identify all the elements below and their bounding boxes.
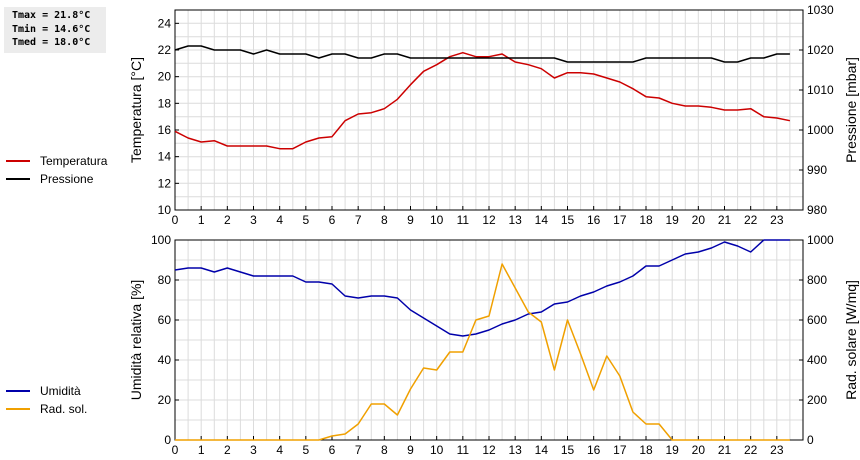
panel2-xtick-label: 5 xyxy=(302,443,309,457)
panel2-ytick-label: 40 xyxy=(158,353,172,367)
legend-label-rad-sol: Rad. sol. xyxy=(40,402,88,416)
panel2-xtick-label: 23 xyxy=(770,443,784,457)
panel2-xtick-label: 22 xyxy=(744,443,758,457)
panel2-xtick-label: 14 xyxy=(535,443,549,457)
panel1-series-temperatura xyxy=(174,51,791,150)
panel2-xtick-label: 8 xyxy=(381,443,388,457)
panel1-y2tick-label: 1020 xyxy=(807,43,834,57)
panel1-xtick-label: 15 xyxy=(561,213,575,227)
tmin-text: Tmin = 14.6°C xyxy=(12,23,91,35)
panel1-xtick-label: 3 xyxy=(250,213,257,227)
panel1-y2tick-label: 990 xyxy=(807,163,827,177)
panel1-xtick-label: 8 xyxy=(381,213,388,227)
panel1-ytick-label: 22 xyxy=(158,43,172,57)
panel1-y2label: Pressione [mbar] xyxy=(843,57,859,163)
legend-label-umidita: Umidità xyxy=(40,384,81,398)
panel2-xtick-label: 6 xyxy=(329,443,336,457)
panel2-xtick-label: 3 xyxy=(250,443,257,457)
panel2-xtick-label: 11 xyxy=(457,443,470,457)
panel2-ytick-label: 20 xyxy=(158,393,172,407)
panel1-xtick-label: 17 xyxy=(613,213,627,227)
panel2-series-rad-sol- xyxy=(175,263,790,441)
panel1-ytick-label: 10 xyxy=(158,203,172,217)
panel1-y2tick-label: 1030 xyxy=(807,3,834,17)
legend-swatch-pressione xyxy=(6,178,30,180)
panel1-xtick-label: 16 xyxy=(587,213,601,227)
panel1-ytick-label: 20 xyxy=(158,70,172,84)
panel1-y2tick-label: 980 xyxy=(807,203,827,217)
panel2-xtick-label: 7 xyxy=(355,443,362,457)
panel2-xtick-label: 12 xyxy=(482,443,496,457)
panel1-xtick-label: 4 xyxy=(276,213,283,227)
panel1-ytick-label: 16 xyxy=(158,123,172,137)
legend-swatch-temperatura xyxy=(6,160,30,162)
panel2-xtick-label: 10 xyxy=(430,443,444,457)
panel1-xtick-label: 2 xyxy=(224,213,231,227)
panel1-xtick-label: 23 xyxy=(770,213,784,227)
panel1-xtick-label: 0 xyxy=(172,213,179,227)
tmax-text: Tmax = 21.8°C xyxy=(12,10,91,21)
panel2-xtick-label: 2 xyxy=(224,443,231,457)
panel2-ytick-label: 60 xyxy=(158,313,172,327)
legend-pressione: Pressione xyxy=(6,172,93,186)
panel1-xtick-label: 9 xyxy=(407,213,414,227)
panel1-xtick-label: 11 xyxy=(457,213,470,227)
panel2-xtick-label: 4 xyxy=(276,443,283,457)
panel2-y2tick-label: 1000 xyxy=(807,233,834,247)
tmed-text: Tmed = 18.0°C xyxy=(12,37,91,48)
panel1-series-pressione xyxy=(174,45,790,63)
panel2-xtick-label: 17 xyxy=(613,443,627,457)
stats-box: Tmax = 21.8°C Tmin = 14.6°C Tmed = 18.0°… xyxy=(4,7,106,53)
panel2-ytick-label: 100 xyxy=(151,233,171,247)
panel1-xtick-label: 10 xyxy=(430,213,444,227)
panel2-y2tick-label: 200 xyxy=(807,393,827,407)
panel2-xtick-label: 18 xyxy=(639,443,653,457)
panel1-xtick-label: 22 xyxy=(744,213,758,227)
panel2-y2tick-label: 400 xyxy=(807,353,827,367)
legend-label-pressione: Pressione xyxy=(40,172,94,186)
panel1-ytick-label: 12 xyxy=(158,176,172,190)
panel2-y2tick-label: 800 xyxy=(807,273,827,287)
panel1-ytick-label: 14 xyxy=(158,150,172,164)
panel2-y2tick-label: 600 xyxy=(807,313,827,327)
panel1-xtick-label: 13 xyxy=(508,213,522,227)
panel1-xtick-label: 12 xyxy=(482,213,496,227)
panel2-xtick-label: 1 xyxy=(198,443,205,457)
panel1-xtick-label: 5 xyxy=(302,213,309,227)
panel1-xtick-label: 1 xyxy=(198,213,205,227)
panel1-xtick-label: 19 xyxy=(665,213,679,227)
panel2-xtick-label: 21 xyxy=(718,443,732,457)
legend-swatch-umidita xyxy=(6,390,30,392)
legend-label-temperatura: Temperatura xyxy=(40,154,108,168)
panel1-xtick-label: 7 xyxy=(355,213,362,227)
panel1-xtick-label: 18 xyxy=(639,213,653,227)
panel1-xtick-label: 21 xyxy=(718,213,732,227)
panel2-ytick-label: 80 xyxy=(158,273,172,287)
panel1-y2tick-label: 1010 xyxy=(807,83,834,97)
panel1-ylabel: Temperatura [°C] xyxy=(128,57,144,163)
panel1-ytick-label: 18 xyxy=(158,96,172,110)
panel2-y2label: Rad. solare [W/mq] xyxy=(843,280,859,400)
legend-temperatura: Temperatura xyxy=(6,154,107,168)
panel2-xtick-label: 20 xyxy=(692,443,706,457)
panel2-xtick-label: 15 xyxy=(561,443,575,457)
panel2-xtick-label: 16 xyxy=(587,443,601,457)
panel1-xtick-label: 20 xyxy=(692,213,706,227)
panel2-xtick-label: 0 xyxy=(172,443,179,457)
panel2-ytick-label: 0 xyxy=(164,433,171,447)
legend-umidita: Umidità xyxy=(6,384,81,398)
legend-rad-sol: Rad. sol. xyxy=(6,402,87,416)
legend-swatch-rad-sol xyxy=(6,408,30,410)
panel1-xtick-label: 6 xyxy=(329,213,336,227)
panel2-xtick-label: 13 xyxy=(508,443,522,457)
panel2-y2tick-label: 0 xyxy=(807,433,814,447)
panel2-series-umidit- xyxy=(174,239,790,337)
panel1-ytick-label: 24 xyxy=(158,16,172,30)
panel1-y2tick-label: 1000 xyxy=(807,123,834,137)
panel2-xtick-label: 9 xyxy=(407,443,414,457)
panel1-xtick-label: 14 xyxy=(535,213,549,227)
panel2-ylabel: Umidità relativa [%] xyxy=(128,280,144,401)
panel2-xtick-label: 19 xyxy=(665,443,679,457)
